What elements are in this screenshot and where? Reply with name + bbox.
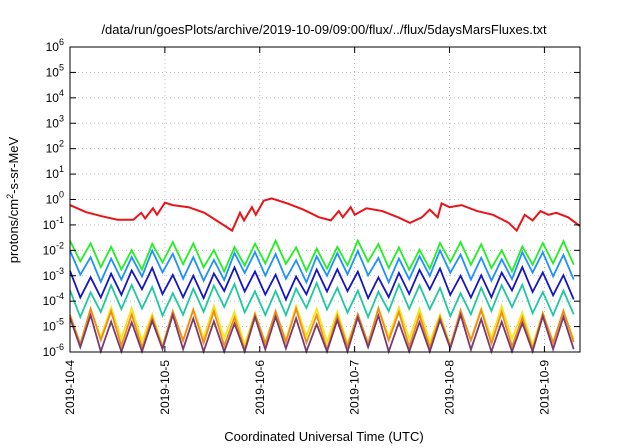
series-line-6 (69, 305, 575, 353)
y-tick-label: 10-6 (43, 342, 64, 359)
y-tick-label: 101 (46, 164, 64, 181)
y-axis-label-sup: 2 (5, 194, 15, 199)
series-line-2 (69, 248, 575, 285)
x-tick-label: 2019-10-8 (443, 360, 457, 415)
axes: 10-6 10-5 10-4 10-3 10-2 10-1 100 101 102 103 104 1… (43, 37, 580, 415)
series-line-4 (69, 280, 575, 320)
y-axis-label: protons/cm2-s-sr-MeV (5, 136, 21, 263)
y-tick-label: 102 (46, 139, 64, 156)
x-axis-label: Coordinated Universal Time (UTC) (224, 429, 423, 444)
series-line-1 (69, 238, 575, 274)
y-tick-label: 10-2 (43, 240, 64, 257)
y-tick-label: 105 (46, 62, 64, 79)
data-series (69, 197, 581, 355)
y-tick-label: 106 (46, 37, 64, 54)
y-axis-label-post: -s-sr-MeV (6, 136, 21, 193)
series-line-3 (69, 264, 575, 302)
y-tick-label: 100 (46, 190, 64, 207)
x-tick-label: 2019-10-4 (63, 360, 77, 415)
chart-title: /data/run/goesPlots/archive/2019-10-09/0… (101, 22, 547, 37)
x-tick-label: 2019-10-5 (158, 360, 172, 415)
x-tick-label: 2019-10-9 (537, 360, 551, 415)
series-line-7 (69, 311, 575, 355)
x-tick-label: 2019-10-6 (253, 360, 267, 415)
series-line-5 (69, 302, 575, 349)
y-tick-label: 10-3 (43, 266, 64, 283)
y-tick-label: 104 (46, 88, 64, 105)
y-axis-label-pre: protons/cm (6, 199, 21, 263)
y-tick-label: 103 (46, 113, 64, 130)
x-tick-label: 2019-10-7 (348, 360, 362, 415)
y-tick-label: 10-1 (43, 215, 64, 232)
y-tick-label: 10-5 (43, 317, 64, 334)
y-tick-label: 10-4 (43, 291, 64, 308)
series-line-0 (69, 197, 581, 233)
